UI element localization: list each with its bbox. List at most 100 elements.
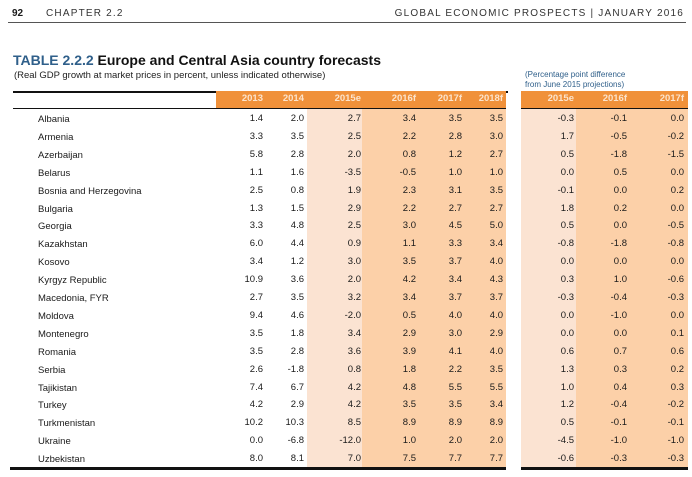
diff-header-bar: [521, 91, 688, 108]
diff-cell: 0.5: [560, 220, 574, 232]
value-cell: 4.2: [249, 399, 263, 411]
country-name: Macedonia, FYR: [38, 293, 109, 304]
value-cell: 4.8: [290, 220, 304, 232]
value-cell: 8.1: [290, 453, 304, 465]
value-cell: 10.9: [244, 274, 264, 286]
country-name: Moldova: [38, 310, 74, 322]
diff-cell: 0.0: [670, 166, 684, 178]
diff-cell: -1.0: [610, 309, 627, 321]
diff-cell: -1.0: [667, 435, 684, 447]
value-cell: 2.0: [448, 435, 462, 447]
header-underline: [13, 108, 506, 109]
value-cell: 3.5: [290, 292, 304, 303]
value-cell: 2.6: [249, 363, 263, 375]
value-cell: 3.0: [489, 130, 503, 142]
value-cell: 3.0: [448, 327, 462, 339]
value-cell: 4.4: [290, 238, 304, 250]
diff-cell: 0.0: [670, 202, 684, 214]
diff-cell: -0.3: [667, 292, 684, 303]
table-row: Romania 3.5 2.8 3.6 3.9 4.1 4.0 0.6 0.7 0.6: [0, 343, 692, 362]
value-cell: -12.0: [339, 435, 361, 447]
diff-cell: 1.8: [560, 202, 574, 214]
value-cell: 2.2: [448, 363, 462, 375]
diff-cell: 0.0: [670, 113, 684, 124]
col-shade-2015e: [307, 109, 362, 467]
value-cell: 3.5: [249, 327, 263, 339]
value-cell: 2.5: [249, 184, 263, 196]
value-cell: 3.3: [249, 220, 263, 232]
diff-cell: -0.5: [610, 130, 627, 142]
country-name: Kazakhstan: [38, 239, 88, 251]
value-cell: 3.5: [249, 345, 263, 357]
diff-bottom-rule: [521, 467, 688, 470]
country-name: Albania: [38, 114, 70, 125]
country-name: Montenegro: [38, 328, 89, 340]
diff-cell: 1.7: [560, 130, 574, 142]
bottom-rule: [10, 467, 506, 470]
value-cell: 3.1: [448, 184, 462, 196]
value-cell: 3.0: [347, 256, 361, 268]
value-cell: 0.9: [347, 238, 361, 250]
value-cell: 3.7: [448, 292, 462, 303]
value-cell: 10.3: [285, 417, 305, 429]
country-name: Serbia: [38, 364, 66, 376]
value-cell: 1.0: [448, 166, 462, 178]
country-name: Bulgaria: [38, 203, 73, 215]
value-cell: 2.2: [402, 202, 416, 214]
diff-cell: -0.6: [667, 274, 684, 286]
diff-cell: -1.5: [667, 148, 684, 160]
diff-cell: -0.1: [667, 417, 684, 429]
header-bar: [216, 91, 506, 108]
value-cell: 1.8: [290, 327, 304, 339]
value-cell: 2.8: [290, 345, 304, 357]
value-cell: 0.8: [290, 184, 304, 196]
value-cell: 7.4: [249, 381, 263, 393]
value-cell: 4.0: [489, 256, 503, 268]
diff-cell: -4.5: [557, 435, 574, 447]
value-cell: -2.0: [344, 309, 361, 321]
value-cell: 6.7: [290, 381, 304, 393]
diff-column-header: 2017f: [659, 93, 684, 104]
diff-cell: 0.6: [560, 345, 574, 357]
value-cell: 3.4: [402, 113, 416, 124]
value-cell: 2.7: [489, 202, 503, 214]
value-cell: 0.5: [402, 309, 416, 321]
value-cell: 5.8: [249, 148, 263, 160]
country-name: Tajikistan: [38, 382, 78, 394]
value-cell: 8.9: [448, 417, 462, 429]
diff-cell: -0.4: [610, 399, 627, 411]
diff-note-line1: (Percentage point difference: [525, 70, 626, 79]
table-row: Uzbekistan 8.0 8.1 7.0 7.5 7.7 7.7 -0.6 -0.3 -0.3: [0, 450, 692, 469]
diff-cell: 0.5: [560, 417, 574, 429]
diff-cell: 0.0: [560, 256, 574, 268]
publication-title: GLOBAL ECONOMIC PROSPECTS | JANUARY 2016: [394, 8, 684, 19]
value-cell: 3.0: [402, 220, 416, 232]
value-cell: 1.3: [249, 202, 263, 214]
value-cell: 3.9: [402, 345, 416, 357]
value-cell: 1.2: [290, 256, 304, 268]
country-name: Turkmenistan: [38, 418, 96, 430]
value-cell: 2.9: [402, 327, 416, 339]
value-cell: 3.5: [489, 113, 503, 124]
value-cell: -6.8: [287, 435, 304, 447]
diff-cell: 0.0: [613, 327, 627, 339]
table-number: TABLE 2.2.2: [13, 52, 94, 68]
value-cell: 3.5: [489, 363, 503, 375]
diff-cell: 1.3: [560, 363, 574, 375]
value-cell: 3.2: [347, 292, 361, 303]
country-name: Belarus: [38, 167, 71, 179]
table-row: Macedonia, FYR 2.7 3.5 3.2 3.4 3.7 3.7 -0.3 -0.4…: [0, 289, 692, 308]
value-cell: 3.7: [448, 256, 462, 268]
table-row: Moldova 9.4 4.6 -2.0 0.5 4.0 4.0 0.0 -1.0 0.0: [0, 307, 692, 326]
diff-cell: -0.3: [667, 453, 684, 465]
value-cell: 7.7: [489, 453, 503, 465]
diff-cell: 0.5: [560, 148, 574, 160]
value-cell: 7.5: [402, 453, 416, 465]
col-shade-diff-2015e: [521, 109, 576, 467]
value-cell: 10.2: [244, 417, 264, 429]
page-header: 92 CHAPTER 2.2 GLOBAL ECONOMIC PROSPECTS…: [8, 4, 686, 23]
diff-cell: 0.7: [613, 345, 627, 357]
value-cell: 3.4: [448, 274, 462, 286]
value-cell: 7.0: [347, 453, 361, 465]
table-row: Turkmenistan 10.2 10.3 8.5 8.9 8.9 8.9 0.5 -0.1 -…: [0, 414, 692, 433]
